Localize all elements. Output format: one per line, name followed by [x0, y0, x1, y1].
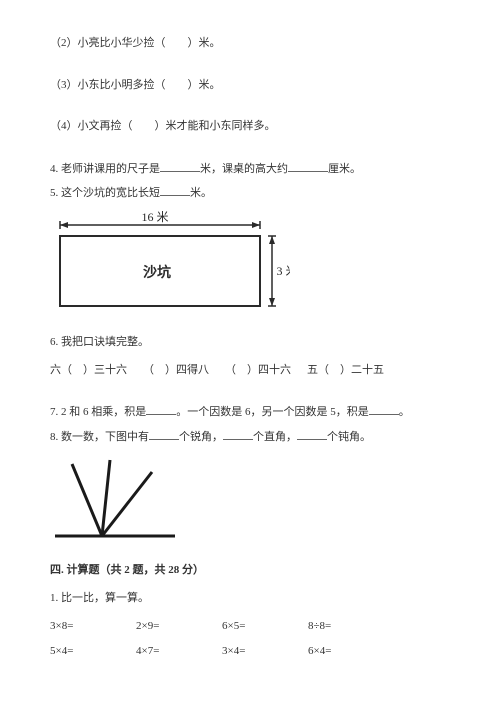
q4b-text-c: 厘米。 — [328, 163, 361, 175]
math-row-2: 5×4= 4×7= 3×4= 6×4= — [50, 643, 450, 661]
q6-item-2: （ ）四得八 — [143, 362, 209, 380]
blank — [149, 428, 179, 440]
question-7: 7. 2 和 6 相乘，积是 。一个因数是 6，另一个因数是 5，积是 。 — [50, 403, 450, 422]
arrow-up — [269, 236, 275, 244]
q6-title-text: 6. 我把口诀填完整。 — [50, 336, 149, 348]
q4b-text-b: 米，课桌的高大约 — [200, 163, 288, 175]
angle-ray-2 — [102, 460, 110, 536]
q4b-text-a: 4. 老师讲课用的尺子是 — [50, 163, 160, 175]
expr-1a: 3×8= — [50, 618, 100, 636]
expr-1d: 8÷8= — [308, 618, 358, 636]
question-6-items: 六（ ）三十六 （ ）四得八 （ ）四十六 五（ ）二十五 — [50, 362, 450, 380]
q7-text-c: 。 — [399, 406, 410, 418]
q5-text-a: 5. 这个沙坑的宽比长短 — [50, 187, 160, 199]
expr-2a: 5×4= — [50, 643, 100, 661]
angle-ray-1 — [72, 464, 102, 536]
question-4b: 4. 老师讲课用的尺子是 米，课桌的高大约 厘米。 — [50, 160, 450, 179]
section-4-title: 四. 计算题（共 2 题，共 28 分） — [50, 562, 450, 580]
expr-1b: 2×9= — [136, 618, 186, 636]
blank — [160, 184, 190, 196]
arrow-left — [60, 222, 68, 228]
q8-text-d: 个钝角。 — [327, 431, 371, 443]
blank — [160, 160, 200, 172]
arrow-down — [269, 298, 275, 306]
expr-2b: 4×7= — [136, 643, 186, 661]
question-3: （3）小东比小明多捡（ ）米。 — [50, 77, 450, 95]
width-label: 16 米 — [141, 211, 168, 224]
q2-text: （2）小亮比小华少捡（ ）米。 — [50, 37, 221, 49]
question-4: （4）小文再捡（ ）米才能和小东同样多。 — [50, 118, 450, 136]
blank — [288, 160, 328, 172]
q7-text-b: 。一个因数是 6，另一个因数是 5，积是 — [176, 406, 369, 418]
angle-ray-3 — [102, 472, 152, 536]
q6-item-1: 六（ ）三十六 — [50, 362, 127, 380]
question-8: 8. 数一数，下图中有 个锐角， 个直角， 个钝角。 — [50, 428, 450, 447]
q4-text: （4）小文再捡（ ）米才能和小东同样多。 — [50, 120, 276, 132]
height-label: 3 米 — [276, 264, 290, 278]
calc-q1: 1. 比一比，算一算。 — [50, 590, 450, 608]
blank — [223, 428, 253, 440]
sandpit-diagram: 16 米 3 米 沙坑 — [50, 211, 450, 316]
question-6-title: 6. 我把口诀填完整。 — [50, 334, 450, 352]
blank — [146, 403, 176, 415]
blank — [369, 403, 399, 415]
expr-2c: 3×4= — [222, 643, 272, 661]
question-5: 5. 这个沙坑的宽比长短 米。 — [50, 184, 450, 203]
calc1-text: 1. 比一比，算一算。 — [50, 592, 149, 604]
arrow-right — [252, 222, 260, 228]
expr-1c: 6×5= — [222, 618, 272, 636]
expr-2d: 6×4= — [308, 643, 358, 661]
q7-text-a: 7. 2 和 6 相乘，积是 — [50, 406, 146, 418]
math-row-1: 3×8= 2×9= 6×5= 8÷8= — [50, 618, 450, 636]
q6-item-4: 五（ ）二十五 — [307, 362, 384, 380]
q6-item-3: （ ）四十六 — [225, 362, 291, 380]
q8-text-a: 8. 数一数，下图中有 — [50, 431, 149, 443]
question-2: （2）小亮比小华少捡（ ）米。 — [50, 35, 450, 53]
center-label: 沙坑 — [143, 264, 171, 281]
angle-diagram — [50, 454, 450, 544]
q5-text-b: 米。 — [190, 187, 212, 199]
blank — [297, 428, 327, 440]
section-4-text: 四. 计算题（共 2 题，共 28 分） — [50, 564, 204, 576]
q3-text: （3）小东比小明多捡（ ）米。 — [50, 79, 221, 91]
q8-text-c: 个直角， — [253, 431, 297, 443]
q8-text-b: 个锐角， — [179, 431, 223, 443]
